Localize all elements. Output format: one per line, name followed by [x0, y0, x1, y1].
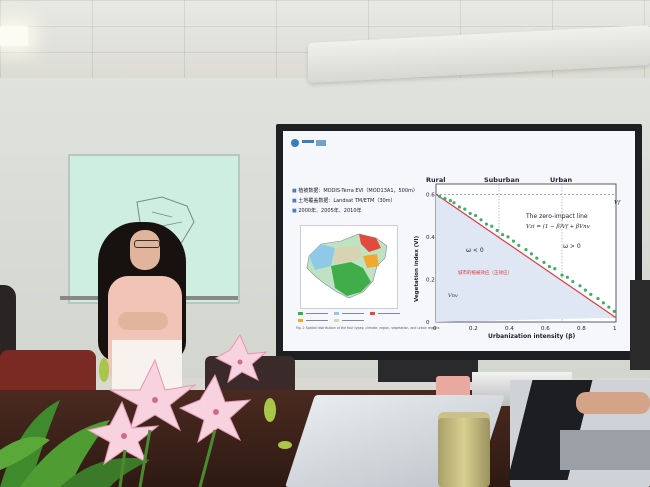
map-caption: Fig. 2 Spatial distribution of the four … [296, 326, 440, 330]
vegetation-urbanization-chart: 0 0.2 0.4 0.6 0.8 100.20.40.6 Rural Suburban … [414, 176, 621, 340]
data-point [506, 235, 510, 239]
y-tick-label: 0 [426, 320, 430, 326]
x-tick-label: 0.2 [469, 326, 478, 332]
data-point [452, 201, 456, 205]
data-point [542, 260, 546, 264]
zone-label-suburban: Suburban [484, 176, 520, 184]
y-axis-label: Vegetation index (VI) [414, 235, 420, 302]
vnv-label: Vnv [448, 293, 458, 299]
lily-bouquet [86, 333, 292, 487]
data-point [484, 222, 488, 226]
data-point [565, 275, 569, 279]
data-point [490, 224, 494, 228]
data-point [443, 196, 447, 201]
thermos-cup [438, 418, 490, 487]
data-point [578, 284, 582, 288]
slide-bullet-2: 土地覆盖数据：Landsat TM/ETM（30m） [298, 198, 396, 204]
data-point [596, 296, 600, 301]
x-tick-label: 0.6 [541, 326, 550, 332]
map-legend [298, 312, 400, 322]
data-point [571, 279, 575, 284]
audience-member-right [630, 280, 650, 370]
data-point [524, 248, 528, 252]
data-point [560, 273, 564, 277]
y-tick-label: 0.2 [426, 277, 435, 283]
zone-label-urban: Urban [550, 176, 573, 184]
zero-impact-equation: Vzi = (1 − β)Vf + βVnv [526, 223, 591, 230]
slide-bullet-3: 2000年、2005年、2010年 [298, 208, 362, 214]
presenter-arm [118, 312, 168, 330]
zero-impact-line-label: The zero-impact line [525, 213, 588, 220]
negative-region [436, 194, 616, 322]
x-tick-label: 1 [613, 326, 617, 332]
ceiling-light [0, 26, 28, 46]
zero-impact-line [435, 193, 617, 319]
hand-on-table [576, 392, 650, 414]
data-point [529, 252, 533, 256]
data-point [589, 292, 593, 296]
data-point [511, 239, 515, 243]
slide-bullet-1: 植被数据：MODIS-Terra EVI（MOD13A1，500m） [298, 188, 418, 194]
china-map [300, 225, 398, 309]
data-point [457, 205, 461, 209]
data-point [517, 243, 521, 247]
data-point [607, 305, 611, 309]
red-annotation: 城市的植被效应（正效应） [458, 269, 512, 276]
x-axis-label: Urbanization intensity (β) [488, 333, 576, 340]
x-tick-label: 0.4 [505, 326, 514, 332]
vf-label: Vf [614, 200, 621, 206]
omega-positive-label: ω > 0 [563, 243, 581, 250]
data-point [468, 211, 472, 216]
y-tick-label: 0.4 [426, 235, 435, 241]
data-point [474, 213, 478, 218]
university-logo-icon [291, 139, 326, 147]
data-point [448, 199, 452, 203]
zone-label-rural: Rural [426, 176, 445, 184]
data-point [547, 265, 551, 269]
laptop-keyboard [560, 430, 650, 470]
green-plant [0, 400, 150, 487]
presenter-glasses [134, 240, 160, 248]
data-point [463, 207, 467, 211]
x-tick-label: 0 [433, 326, 437, 332]
y-tick-label: 0.6 [426, 192, 435, 198]
data-point [553, 267, 557, 271]
presenter-face [130, 230, 160, 270]
data-point [612, 309, 616, 313]
omega-negative-label: ω < 0 [466, 247, 484, 254]
data-point [601, 301, 605, 305]
data-point [501, 233, 505, 237]
data-point [479, 218, 483, 222]
data-point [438, 194, 442, 198]
x-tick-label: 0.8 [577, 326, 586, 332]
data-point [535, 256, 539, 260]
data-point [495, 228, 499, 233]
data-point [583, 288, 587, 292]
